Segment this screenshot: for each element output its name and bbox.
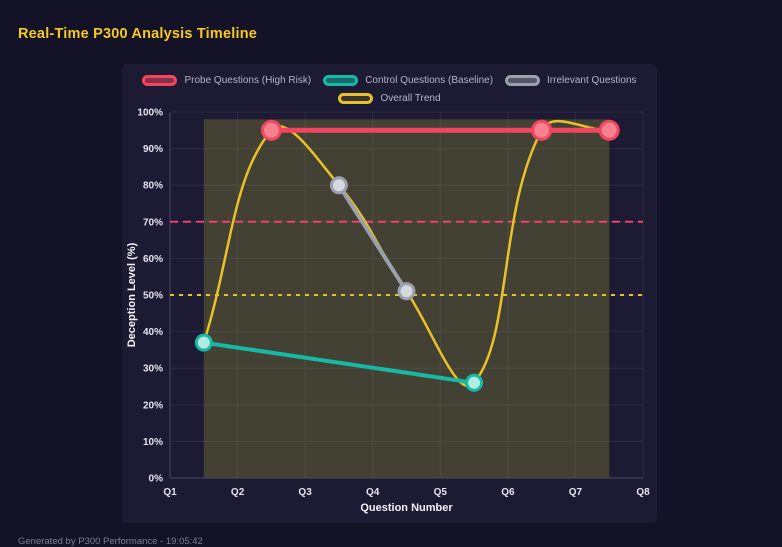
- series-line: [201, 340, 477, 385]
- x-tick-label: Q8: [636, 487, 650, 498]
- chart-canvas[interactable]: 0% 10% 20% 30% 40% 50% 60% 70% 80% 90% 100% Q1 Q2 Q3 Q…: [122, 108, 657, 523]
- x-tick-label: Q3: [298, 487, 312, 498]
- legend-item-2[interactable]: Irrelevant Questions: [505, 73, 637, 88]
- y-tick-label: 40%: [143, 327, 163, 338]
- y-tick-label: 30%: [143, 364, 163, 375]
- x-tick-label: Q2: [231, 487, 245, 498]
- y-tick-label: 70%: [143, 217, 163, 228]
- x-tick-label: Q6: [501, 487, 515, 498]
- y-tick-label: 20%: [143, 400, 163, 411]
- legend-item-0[interactable]: Probe Questions (High Risk): [142, 73, 311, 88]
- y-tick-label: 80%: [143, 181, 163, 192]
- x-axis-title: Question Number: [360, 502, 453, 514]
- x-tick-label: Q5: [434, 487, 448, 498]
- x-tick-label: Q7: [569, 487, 583, 498]
- data-point[interactable]: [329, 176, 348, 195]
- data-point[interactable]: [598, 119, 620, 141]
- chart-legend: Probe Questions (High Risk) Control Quest…: [122, 64, 657, 108]
- legend-label: Overall Trend: [380, 93, 441, 104]
- data-point[interactable]: [465, 373, 484, 392]
- data-point[interactable]: [194, 333, 213, 352]
- data-point[interactable]: [260, 119, 282, 141]
- legend-item-3[interactable]: Overall Trend: [338, 91, 441, 106]
- legend-swatch-icon: [505, 75, 541, 86]
- y-tick-label: 100%: [137, 108, 163, 119]
- y-tick-label: 10%: [143, 437, 163, 448]
- x-tick-label: Q1: [163, 487, 177, 498]
- page-title: Real-Time P300 Analysis Timeline: [18, 26, 258, 42]
- data-point[interactable]: [397, 282, 416, 301]
- y-axis-title: Deception Level (%): [126, 242, 138, 347]
- legend-label: Probe Questions (High Risk): [184, 75, 312, 86]
- y-tick-label: 50%: [143, 291, 163, 302]
- legend-label: Control Questions (Baseline): [365, 75, 494, 86]
- data-point[interactable]: [531, 119, 553, 141]
- legend-swatch-icon: [338, 93, 374, 104]
- chart-panel: Probe Questions (High Risk) Control Quest…: [122, 64, 657, 523]
- legend-label: Irrelevant Questions: [547, 75, 637, 86]
- legend-swatch-icon: [142, 75, 178, 86]
- y-tick-label: 60%: [143, 254, 163, 265]
- series-line: [336, 183, 409, 294]
- legend-item-1[interactable]: Control Questions (Baseline): [323, 73, 493, 88]
- y-tick-label: 90%: [143, 144, 163, 155]
- footer-caption: Generated by P300 Performance - 19:05:42: [18, 536, 203, 547]
- legend-swatch-icon: [323, 75, 359, 86]
- y-tick-label: 0%: [149, 474, 164, 485]
- x-tick-label: Q4: [366, 487, 380, 498]
